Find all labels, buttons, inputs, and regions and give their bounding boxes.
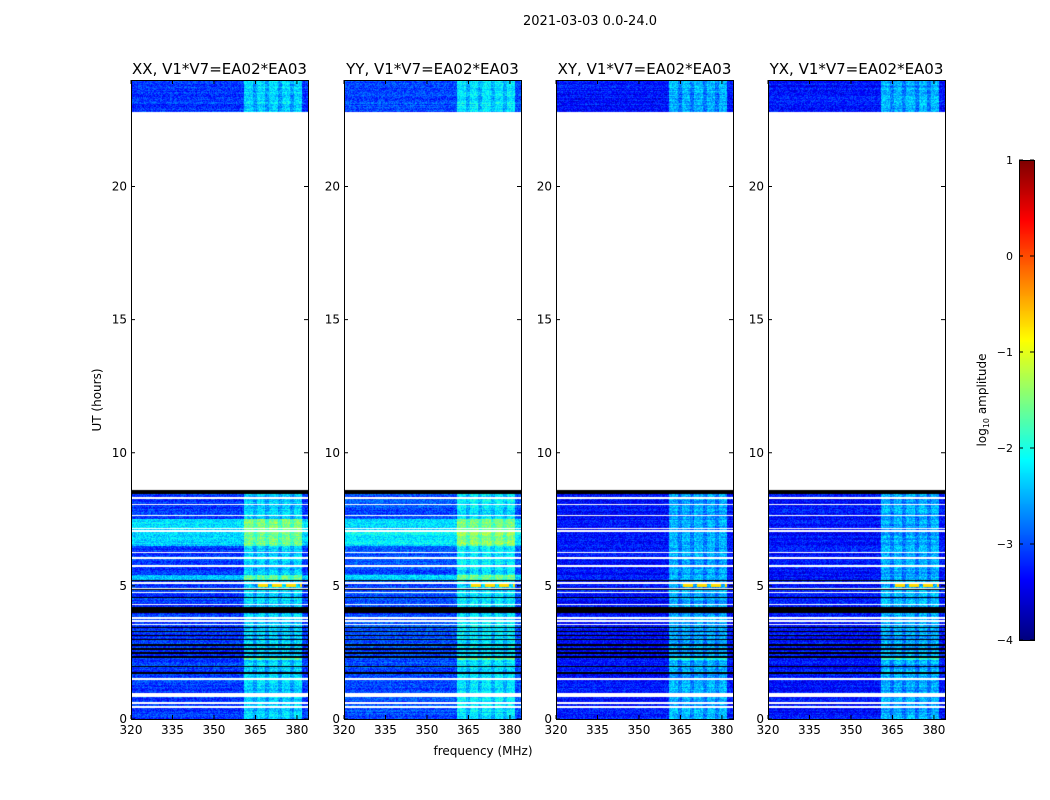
- x-tick-label: 335: [586, 723, 609, 737]
- colorbar-label: log10 amplitude: [975, 354, 991, 447]
- y-tick-label: 20: [537, 180, 552, 194]
- y-tick-label: 10: [325, 446, 340, 460]
- colorbar-tick-label: −3: [997, 538, 1013, 551]
- x-tick-label: 350: [628, 723, 651, 737]
- y-tick-label: 0: [544, 712, 552, 726]
- x-tick-label: 335: [798, 723, 821, 737]
- colorbar-tick-label: −4: [997, 634, 1013, 647]
- x-tick-label: 365: [244, 723, 267, 737]
- panel-frame: [768, 80, 946, 720]
- y-tick-label: 15: [749, 313, 764, 327]
- y-tick-label: 0: [756, 712, 764, 726]
- panel-title: YX, V1*V7=EA02*EA03: [769, 60, 944, 78]
- x-tick-label: 335: [374, 723, 397, 737]
- colorbar-tick-label: −2: [997, 442, 1013, 455]
- y-tick-label: 20: [112, 180, 127, 194]
- panel-title: YY, V1*V7=EA02*EA03: [345, 60, 519, 78]
- y-tick-label: 10: [749, 446, 764, 460]
- x-tick-label: 380: [285, 723, 308, 737]
- y-tick-label: 5: [544, 579, 552, 593]
- y-tick-label: 5: [332, 579, 340, 593]
- x-tick-label: 380: [710, 723, 733, 737]
- y-tick-label: 5: [119, 579, 127, 593]
- y-tick-label: 10: [537, 446, 552, 460]
- colorbar-tick-label: 0: [1006, 250, 1013, 263]
- spectrogram-2: [344, 80, 521, 719]
- y-axis-label: UT (hours): [90, 368, 104, 431]
- spectrogram-4: [768, 80, 945, 719]
- panel-frame: [131, 80, 309, 720]
- x-tick-label: 320: [120, 723, 143, 737]
- y-tick-label: 20: [325, 180, 340, 194]
- x-tick-label: 365: [881, 723, 904, 737]
- colorbar-frame: [1019, 160, 1035, 641]
- x-tick-label: 350: [203, 723, 226, 737]
- colorbar: [1019, 160, 1034, 640]
- y-tick-label: 20: [749, 180, 764, 194]
- spectrogram-3: [556, 80, 733, 719]
- y-tick-label: 0: [119, 712, 127, 726]
- x-tick-label: 365: [457, 723, 480, 737]
- y-tick-label: 15: [325, 313, 340, 327]
- x-tick-label: 320: [333, 723, 356, 737]
- x-tick-label: 380: [498, 723, 521, 737]
- y-tick-label: 10: [112, 446, 127, 460]
- x-tick-label: 350: [840, 723, 863, 737]
- panel-title: XX, V1*V7=EA02*EA03: [132, 60, 307, 78]
- colorbar-tick-label: −1: [997, 346, 1013, 359]
- x-tick-label: 335: [161, 723, 184, 737]
- y-tick-label: 15: [537, 313, 552, 327]
- panel-frame: [344, 80, 522, 720]
- x-tick-label: 380: [922, 723, 945, 737]
- x-tick-label: 365: [669, 723, 692, 737]
- figure-title: 2021-03-03 0.0-24.0: [523, 14, 657, 29]
- x-tick-label: 350: [416, 723, 439, 737]
- panel-frame: [556, 80, 734, 720]
- y-tick-label: 0: [332, 712, 340, 726]
- x-tick-label: 320: [545, 723, 568, 737]
- x-tick-label: 320: [757, 723, 780, 737]
- spectrogram-1: [131, 80, 308, 719]
- colorbar-tick-label: 1: [1006, 154, 1013, 167]
- panel-title: XY, V1*V7=EA02*EA03: [558, 60, 732, 78]
- x-axis-label: frequency (MHz): [433, 744, 532, 758]
- y-tick-label: 15: [112, 313, 127, 327]
- y-tick-label: 5: [756, 579, 764, 593]
